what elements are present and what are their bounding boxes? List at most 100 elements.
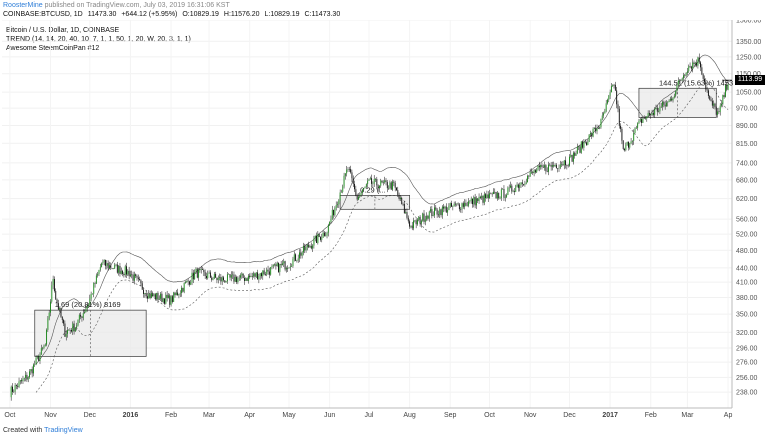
candle-body — [609, 92, 611, 96]
candle-body — [394, 182, 396, 188]
candle-body — [694, 62, 696, 65]
candle-body — [359, 195, 361, 197]
candle-body — [295, 254, 297, 261]
publish-info: RoosterMine published on TradingView.com… — [3, 2, 230, 9]
x-tick-label: Apr — [244, 412, 256, 419]
candle-body — [114, 264, 116, 269]
candle-body — [339, 192, 341, 201]
candle-body — [411, 225, 413, 229]
candle-body — [140, 280, 142, 284]
x-tick-label: Feb — [645, 412, 657, 419]
candle-body — [575, 153, 577, 156]
candle-body — [343, 175, 345, 187]
candle-body — [85, 308, 87, 313]
candle-body — [352, 178, 354, 184]
candle-body — [470, 198, 472, 201]
candle-body — [115, 264, 117, 266]
candle-body — [229, 274, 231, 278]
candle-body — [86, 306, 88, 309]
candle-body — [128, 270, 130, 277]
x-tick-label: Dec — [563, 412, 576, 419]
candle-body — [464, 202, 466, 207]
candle-body — [149, 293, 151, 298]
candle-body — [409, 221, 411, 227]
candle-body — [21, 380, 23, 382]
price-chart[interactable]: 1500.00 1350.00 1250.00 1150.00 1050.00 970.0… — [0, 20, 768, 425]
candle-body — [567, 165, 569, 167]
candle-body — [402, 204, 404, 205]
tradingview-logo[interactable]: TradingView — [44, 427, 83, 434]
y-tick-label: 1150.00 — [736, 71, 761, 78]
candle-body — [562, 164, 564, 166]
candle-body — [10, 386, 12, 398]
candle-body — [166, 294, 168, 298]
candle-body — [714, 103, 716, 108]
candle-body — [405, 212, 407, 214]
candle-body — [570, 154, 572, 157]
candle-body — [536, 169, 538, 173]
candle-body — [487, 194, 489, 199]
candle-body — [158, 298, 160, 300]
candle-body — [126, 266, 127, 275]
candle-body — [591, 132, 593, 137]
author-link[interactable]: RoosterMine — [3, 2, 43, 9]
candle-body — [580, 141, 582, 153]
candle-body — [283, 261, 285, 264]
candle-body — [669, 98, 671, 101]
candle-body — [423, 213, 425, 222]
candle-body — [26, 374, 28, 380]
candle-body — [630, 141, 632, 144]
candle-body — [508, 187, 510, 189]
candle-body — [367, 180, 369, 185]
candle-body — [612, 84, 614, 87]
candle-body — [686, 71, 688, 73]
candle-body — [648, 113, 650, 115]
candle-body — [726, 85, 728, 90]
candle-body — [473, 197, 475, 205]
candle-body — [123, 273, 125, 276]
candle-body — [73, 323, 75, 332]
candle-body — [601, 115, 603, 120]
candle-body — [187, 280, 189, 282]
candle-body — [527, 175, 529, 183]
candle-body — [513, 191, 515, 192]
chart-legend: Bitcoin / U.S. Dollar, 1D, COINBASE TREN… — [6, 26, 191, 53]
candle-body — [266, 269, 268, 275]
candle-body — [99, 267, 101, 270]
candle-body — [705, 81, 707, 90]
candle-body — [627, 141, 629, 148]
candle-body — [15, 385, 17, 386]
candle-body — [292, 258, 294, 267]
candle-body — [12, 386, 13, 392]
candle-body — [338, 200, 340, 205]
candle-body — [621, 128, 623, 141]
candle-body — [270, 267, 272, 275]
candle-body — [431, 209, 433, 217]
candle-body — [254, 273, 256, 277]
close-value: C:11473.30 — [304, 11, 341, 18]
candle-body — [654, 109, 656, 115]
candle-body — [188, 281, 190, 285]
candle-body — [183, 282, 185, 292]
candle-body — [676, 85, 678, 92]
candle-body — [275, 264, 277, 267]
candle-body — [524, 183, 526, 185]
candle-body — [613, 84, 615, 86]
chart-grid — [2, 20, 732, 408]
candle-body — [586, 142, 587, 145]
candle-body — [528, 175, 530, 177]
candle-body — [587, 141, 589, 145]
candle-body — [61, 316, 63, 321]
candle-body — [597, 128, 599, 129]
candle-body — [162, 298, 164, 302]
candle-body — [327, 224, 329, 233]
candle-body — [504, 197, 506, 198]
candle-body — [369, 178, 371, 180]
candle-body — [69, 329, 71, 331]
candle-body — [604, 111, 606, 114]
legend-title: Bitcoin / U.S. Dollar, 1D, COINBASE — [6, 27, 120, 34]
candle-body — [625, 144, 627, 151]
measure-box — [34, 309, 147, 357]
y-tick-label: 1500.00 — [736, 20, 761, 25]
candle-body — [515, 186, 517, 192]
